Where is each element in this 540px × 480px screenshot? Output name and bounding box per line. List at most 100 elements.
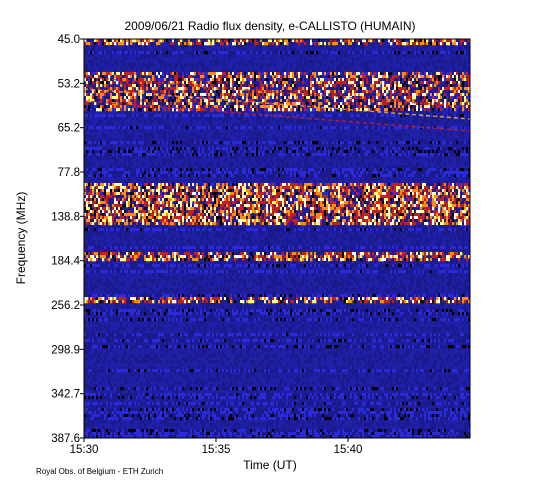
heatmap-cell xyxy=(114,126,117,130)
heatmap-cell xyxy=(208,93,211,97)
heatmap-cell xyxy=(336,51,339,55)
heatmap-cell xyxy=(294,51,297,55)
heatmap-cell xyxy=(318,144,321,148)
heatmap-cell xyxy=(156,39,159,43)
heatmap-cell xyxy=(90,72,93,76)
heatmap-cell xyxy=(352,87,355,91)
heatmap-cell xyxy=(86,120,89,124)
heatmap-cell xyxy=(148,96,151,100)
heatmap-cell xyxy=(344,66,347,70)
heatmap-cell xyxy=(356,138,359,142)
heatmap-cell xyxy=(436,81,439,85)
heatmap-cell xyxy=(182,81,185,85)
heatmap-cell xyxy=(184,51,187,55)
heatmap-cell xyxy=(290,93,293,97)
heatmap-cell xyxy=(408,153,411,157)
heatmap-cell xyxy=(466,93,469,97)
heatmap-cell xyxy=(434,51,437,55)
heatmap-cell xyxy=(460,141,463,145)
heatmap-cell xyxy=(294,81,297,85)
heatmap-cell xyxy=(92,126,95,130)
heatmap-cell xyxy=(132,156,135,160)
heatmap-cell xyxy=(192,72,195,76)
heatmap-cell xyxy=(364,51,367,55)
heatmap-cell xyxy=(438,45,441,49)
heatmap-cell xyxy=(98,156,101,160)
heatmap-cell xyxy=(394,51,397,55)
heatmap-cell xyxy=(284,96,287,100)
heatmap-cell xyxy=(434,93,437,97)
heatmap-cell xyxy=(234,51,237,55)
heatmap-cell xyxy=(84,114,87,118)
heatmap-cell xyxy=(258,120,261,124)
heatmap-cell xyxy=(186,78,189,82)
heatmap-cell xyxy=(356,153,359,157)
heatmap-cell xyxy=(222,126,225,130)
heatmap-cell xyxy=(130,84,133,88)
heatmap-cell xyxy=(462,132,465,136)
heatmap-cell xyxy=(332,117,335,121)
heatmap-cell xyxy=(310,150,313,154)
heatmap-cell xyxy=(426,51,429,55)
heatmap-cell xyxy=(414,153,417,157)
heatmap-cell xyxy=(320,117,323,121)
heatmap-cell xyxy=(352,81,355,85)
heatmap-cell xyxy=(268,120,271,124)
heatmap-cell xyxy=(176,147,179,151)
heatmap-cell xyxy=(406,141,409,145)
heatmap-cell xyxy=(350,72,353,76)
heatmap-cell xyxy=(368,138,371,142)
heatmap-cell xyxy=(280,126,283,130)
heatmap-cell xyxy=(138,39,141,43)
heatmap-cell xyxy=(352,150,355,154)
heatmap-cell xyxy=(262,108,265,112)
heatmap-cell xyxy=(276,78,279,82)
heatmap-cell xyxy=(162,114,165,118)
heatmap-cell xyxy=(242,114,245,118)
heatmap-cell xyxy=(414,66,417,70)
heatmap-cell xyxy=(420,138,423,142)
heatmap-cell xyxy=(300,39,303,43)
heatmap-cell xyxy=(310,102,313,106)
heatmap-cell xyxy=(118,111,121,115)
heatmap-cell xyxy=(116,60,119,64)
heatmap-cell xyxy=(412,75,415,79)
heatmap-cell xyxy=(146,153,149,157)
heatmap-cell xyxy=(302,99,305,103)
heatmap-cell xyxy=(96,150,99,154)
heatmap-cell xyxy=(402,93,405,97)
heatmap-cell xyxy=(322,156,325,160)
heatmap-cell xyxy=(458,87,461,91)
heatmap-cell xyxy=(364,72,367,76)
heatmap-cell xyxy=(140,57,143,61)
heatmap-cell xyxy=(144,72,147,76)
heatmap-cell xyxy=(314,51,317,55)
heatmap-cell xyxy=(406,114,409,118)
heatmap-cell xyxy=(442,72,445,76)
heatmap-cell xyxy=(392,120,395,124)
heatmap-cell xyxy=(228,93,231,97)
heatmap-cell xyxy=(198,93,201,97)
heatmap-cell xyxy=(452,108,455,112)
heatmap-cell xyxy=(360,96,363,100)
heatmap-cell xyxy=(414,108,417,112)
heatmap-cell xyxy=(376,108,379,112)
heatmap-cell xyxy=(432,123,435,127)
heatmap-cell xyxy=(88,90,91,94)
heatmap-cell xyxy=(374,153,377,157)
heatmap-cell xyxy=(386,57,389,61)
heatmap-cell xyxy=(380,141,383,145)
heatmap-cell xyxy=(362,99,365,103)
heatmap-cell xyxy=(194,147,197,151)
heatmap-cell xyxy=(322,39,325,43)
heatmap-cell xyxy=(152,93,155,97)
heatmap-cell xyxy=(454,81,457,85)
heatmap-cell xyxy=(218,78,221,82)
heatmap-cell xyxy=(340,48,343,52)
heatmap-cell xyxy=(200,87,203,91)
heatmap-cell xyxy=(152,105,155,109)
heatmap-cell xyxy=(364,66,367,70)
heatmap-cell xyxy=(288,75,291,79)
heatmap-cell xyxy=(210,120,213,124)
heatmap-cell xyxy=(416,90,419,94)
